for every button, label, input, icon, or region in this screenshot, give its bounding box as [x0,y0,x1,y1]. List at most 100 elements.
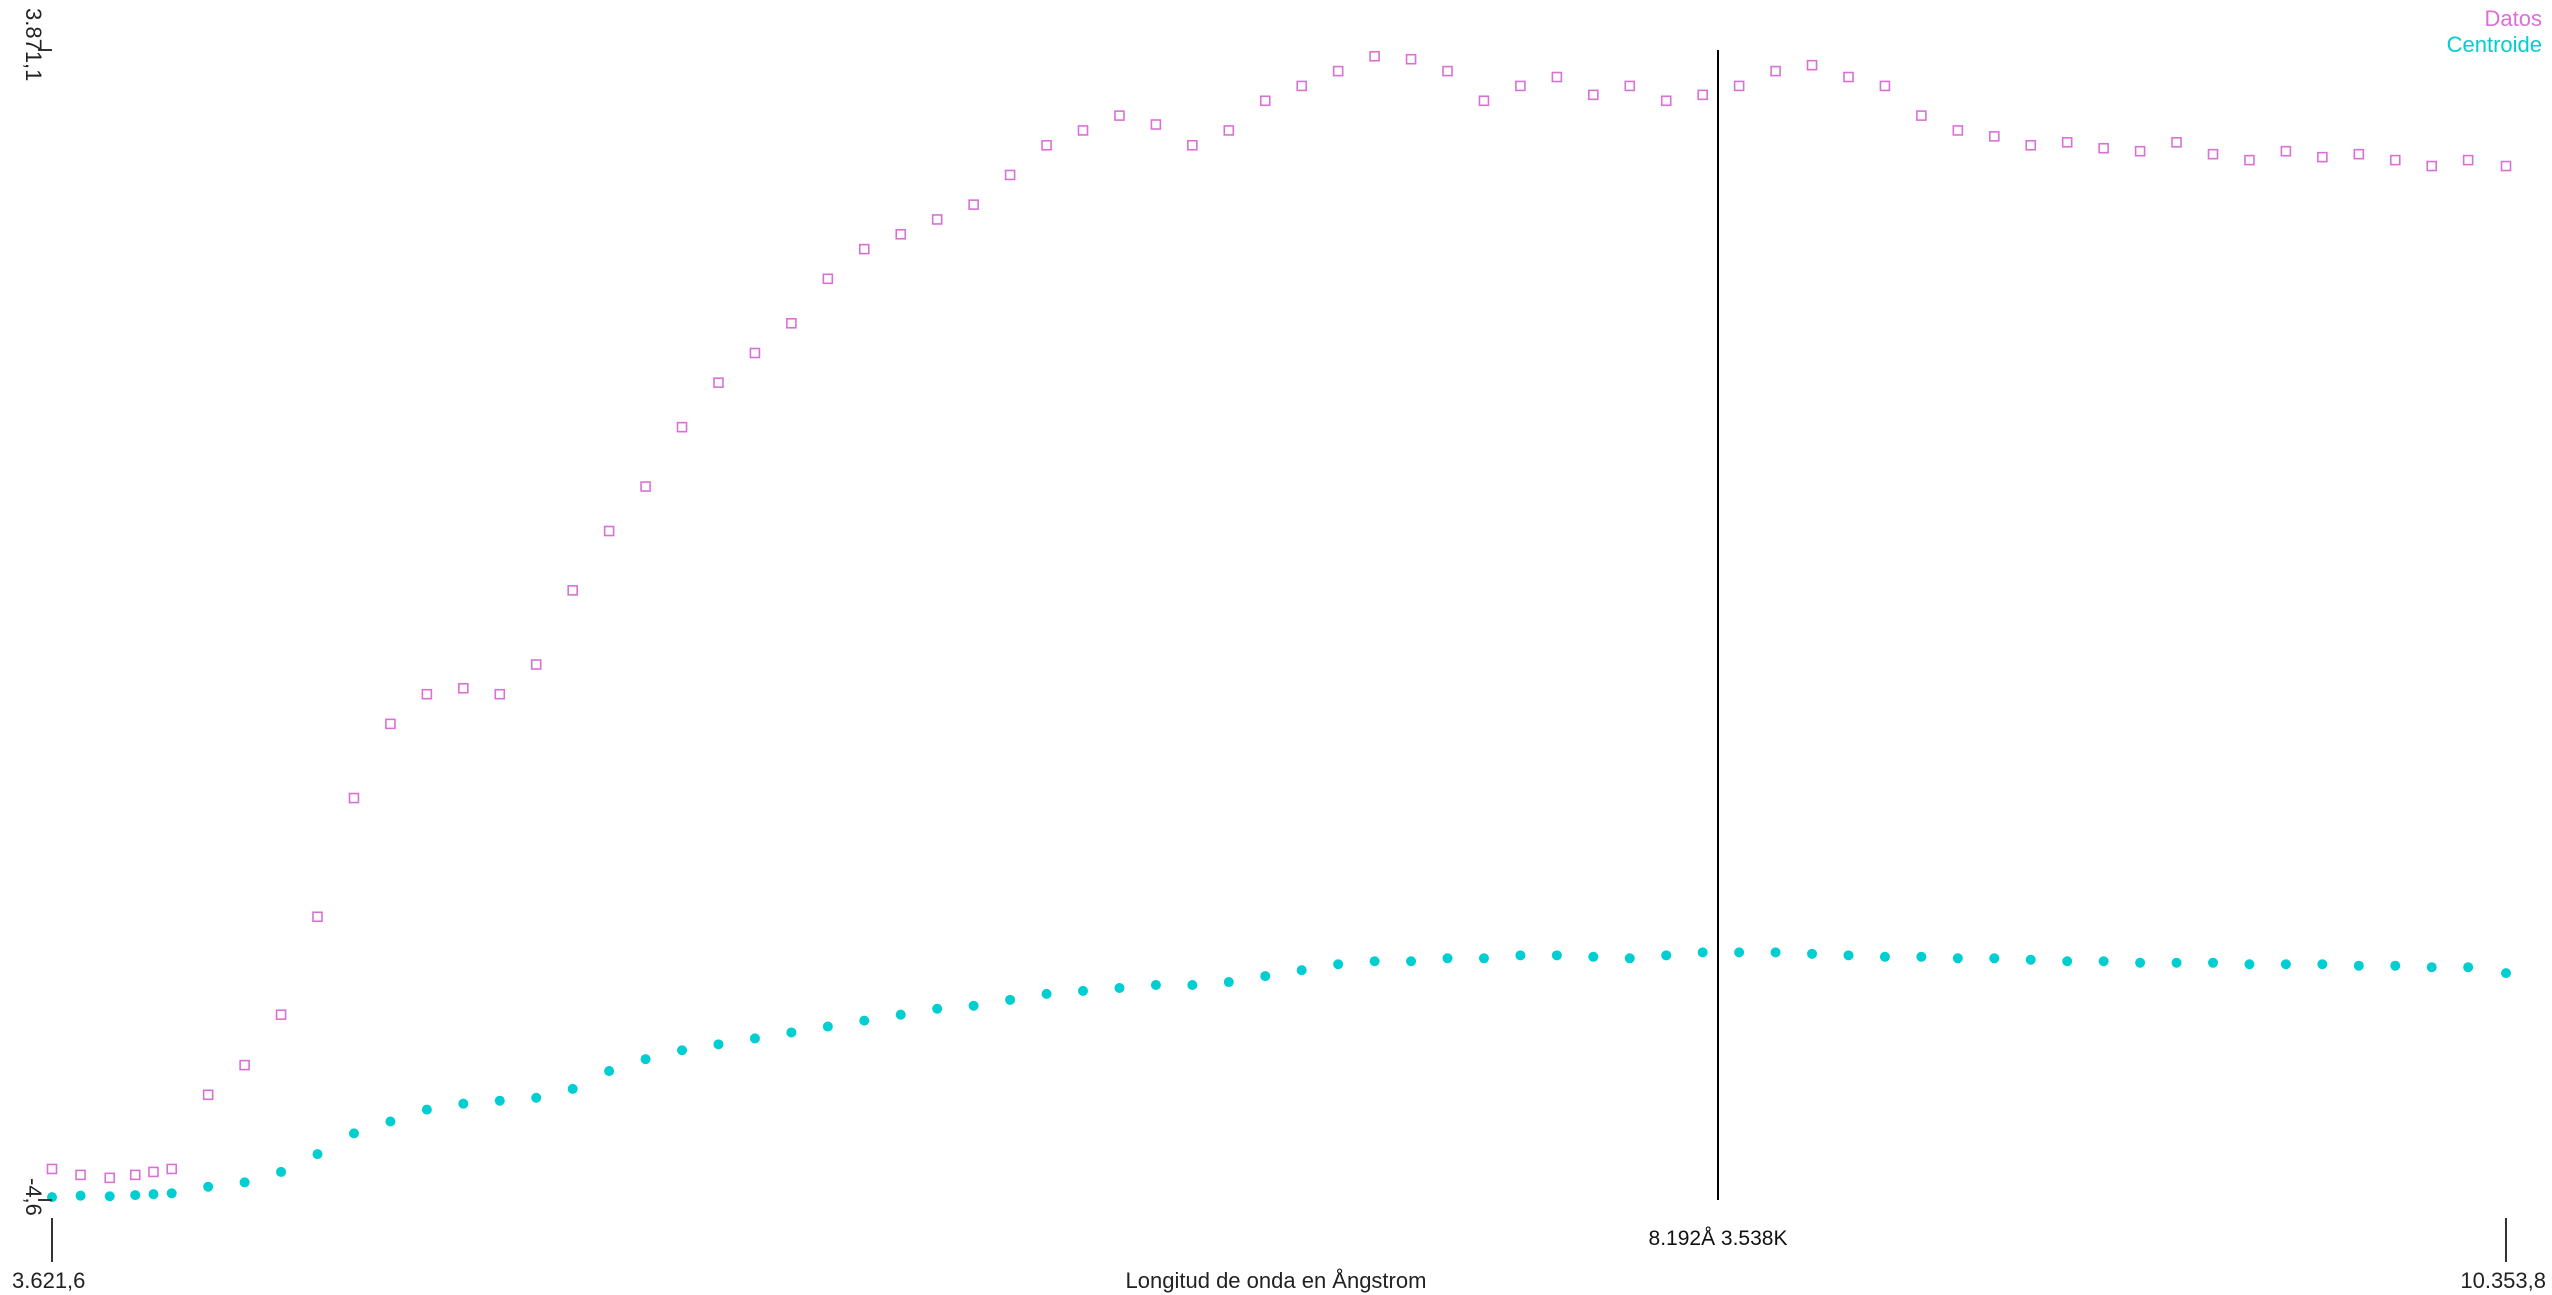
datos-point [1916,110,1927,121]
centroide-point [2208,957,2219,968]
datos-point [895,228,907,240]
datos-point [1150,119,1162,130]
centroide-point [2171,957,2182,968]
datos-point [749,347,761,359]
datos-point [46,1163,58,1175]
centroide-point [130,1190,141,1201]
centroide-point [567,1083,578,1094]
centroide-point [1260,971,1271,982]
centroide-point [1734,947,1745,958]
centroide-point [1588,951,1599,962]
datos-point [1806,59,1818,71]
centroide-point [822,1021,833,1032]
centroide-point [1770,947,1781,958]
datos-point [713,377,724,388]
centroide-point [239,1177,250,1188]
datos-point [822,273,834,285]
centroide-point [531,1092,542,1103]
centroide-point [1661,950,1672,961]
centroide-point [166,1188,177,1199]
centroide-point [203,1181,214,1192]
datos-point [166,1163,178,1175]
y-tick-min: -4,6 [21,1178,46,1216]
centroide-point [2426,962,2437,973]
datos-point [858,243,870,255]
x-tick-max: 10.353,8 [2460,1268,2546,1293]
datos-point [1515,80,1526,92]
centroide-point [1406,956,1417,967]
datos-point [1259,95,1271,107]
datos-point [1442,65,1453,77]
centroide-point [1442,953,1453,964]
datos-point [2462,154,2474,166]
centroide-point [859,1015,870,1026]
datos-point [2025,139,2037,151]
centroide-point [276,1166,287,1177]
centroide-point [2390,960,2401,971]
centroide-point [1187,979,1198,990]
datos-point [567,585,578,596]
datos-point [1405,53,1417,65]
datos-series [46,50,2512,1184]
centroide-point [713,1039,724,1050]
datos-point [2244,154,2255,166]
datos-point [1296,80,1308,92]
centroide-point [312,1149,323,1160]
datos-point [1697,89,1708,101]
centroide-point [1916,951,1927,962]
centroide-point [104,1191,115,1202]
datos-point [1478,95,1490,107]
y-tick-max: 3.871,1 [21,8,46,81]
centroide-point [1333,959,1344,970]
centroide-point [2098,956,2109,967]
datos-point [1733,80,1745,92]
legend-datos[interactable]: Datos [2485,6,2542,31]
datos-point [931,214,943,225]
centroide-point [348,1128,359,1139]
datos-point [2389,154,2401,166]
centroide-point [1077,985,1088,996]
datos-point [1843,71,1854,83]
datos-point [1588,89,1599,101]
centroide-point [1369,956,1380,967]
centroide-point [148,1189,159,1200]
centroide-point [1478,953,1489,964]
centroide-point [1150,979,1161,990]
datos-point [1332,65,1344,77]
datos-point [1004,169,1016,181]
datos-point [1770,65,1781,77]
datos-point [640,481,651,492]
centroide-point [494,1095,505,1106]
legend-centroide[interactable]: Centroide [2447,32,2542,57]
datos-point [348,792,360,804]
datos-point [2317,151,2328,163]
centroide-point [1879,951,1890,962]
datos-point [1952,125,1964,136]
centroide-point [932,1003,943,1014]
datos-point [968,199,979,210]
centroide-point [1551,950,1562,961]
datos-point [148,1166,159,1178]
centroide-point [895,1009,906,1020]
datos-point [129,1169,141,1181]
datos-point [786,318,797,329]
centroide-point [421,1104,432,1115]
datos-point [2098,142,2109,154]
centroide-point [1114,982,1125,993]
cursor-readout: 8.192Å 3.538K [1649,1227,1788,1250]
datos-point [1041,139,1052,151]
datos-point [1660,95,1672,107]
datos-point [2134,145,2146,157]
datos-point [239,1059,250,1071]
datos-point [1988,131,2000,142]
datos-point [676,421,688,433]
datos-point [275,1009,287,1020]
datos-point [1551,71,1563,83]
centroide-point [749,1033,760,1044]
datos-point [312,911,323,923]
datos-point [202,1089,214,1101]
centroide-point [385,1116,396,1127]
datos-point [530,659,542,670]
centroide-point [1807,948,1818,959]
datos-point [1077,125,1089,136]
